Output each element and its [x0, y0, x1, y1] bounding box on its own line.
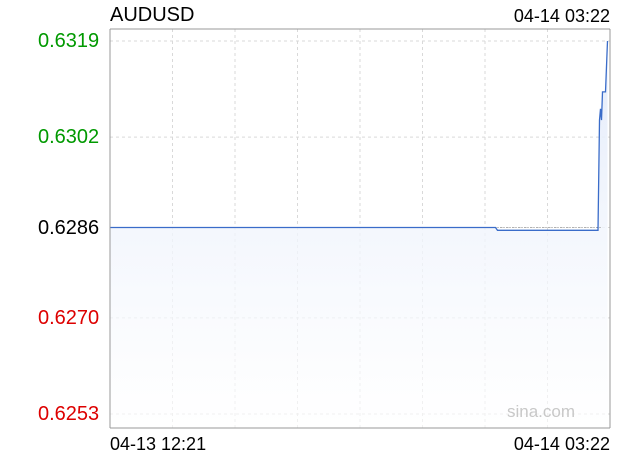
- watermark: sina.com: [507, 402, 576, 421]
- y-tick-label: 0.6270: [38, 306, 100, 329]
- series-line: [110, 40, 609, 231]
- series-area-fill: [110, 41, 608, 428]
- y-tick-label: 0.6302: [38, 126, 100, 149]
- x-tick-end: 04-14 03:22: [513, 434, 610, 454]
- y-tick-label: 0.6253: [38, 403, 100, 425]
- y-tick-label: 0.6286: [38, 216, 100, 239]
- chart-title: AUDUSD: [110, 4, 195, 26]
- x-tick-start: 04-13 12:21: [110, 434, 207, 454]
- latest-timestamp: 04-14 03:22: [513, 6, 610, 26]
- y-tick-label: 0.6319: [38, 30, 100, 52]
